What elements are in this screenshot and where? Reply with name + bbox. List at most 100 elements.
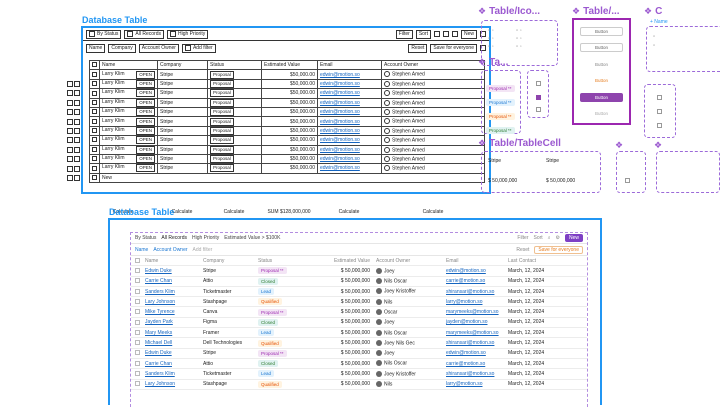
row-drag-handle[interactable] <box>67 81 81 88</box>
row-email[interactable]: edwin@motion.so <box>320 146 360 153</box>
row-name[interactable]: Mary Meeks <box>145 329 173 336</box>
filter-button[interactable]: Filter <box>395 29 413 39</box>
row-checkbox[interactable] <box>92 146 97 152</box>
save-for-everyone-button[interactable]: Save for everyone <box>534 245 583 254</box>
footer-calculate[interactable]: Calculate <box>223 208 245 215</box>
row-checkbox[interactable] <box>92 99 97 105</box>
view-tab-estimated-value[interactable]: Estimated Value > $100K <box>224 235 281 241</box>
row-email[interactable]: edwin@motion.so <box>320 137 360 144</box>
filter-chip-name[interactable]: Name <box>86 43 106 53</box>
open-button[interactable]: OPEN <box>136 80 155 88</box>
status-badge[interactable]: Closed <box>258 277 279 285</box>
checkbox-unchecked[interactable] <box>625 178 630 183</box>
reset-button[interactable]: Reset <box>408 43 428 53</box>
row-email[interactable]: carrie@motion.so <box>446 278 486 285</box>
add-row-icon[interactable] <box>92 175 97 181</box>
header-estimated-value[interactable]: Estimated Value <box>333 257 370 264</box>
row-checkbox[interactable] <box>135 299 140 304</box>
table-row[interactable]: Edwin Duke Stripe Proposal ** $ 50,000,000 J… <box>131 349 587 359</box>
row-email[interactable]: shiransari@motion.so <box>446 370 495 377</box>
open-button[interactable]: OPEN <box>136 146 155 154</box>
checkbox-unchecked[interactable] <box>657 109 662 114</box>
button-variant[interactable]: Button <box>594 62 608 67</box>
row-checkbox[interactable] <box>92 156 97 162</box>
row-email[interactable]: larry@motion.so <box>446 298 483 305</box>
row-checkbox[interactable] <box>92 165 97 171</box>
header-email[interactable]: Email <box>317 59 382 71</box>
header-email[interactable]: Email <box>446 257 459 264</box>
header-last-contact[interactable]: Last Contact <box>508 257 537 264</box>
status-badge[interactable]: Lead <box>258 370 275 378</box>
settings-icon[interactable]: ⚙ <box>555 235 560 241</box>
open-button[interactable]: OPEN <box>136 155 155 163</box>
new-row-label[interactable]: New <box>99 172 485 184</box>
row-email[interactable]: marymeeks@motion.so <box>446 309 499 316</box>
open-button[interactable]: OPEN <box>136 70 155 79</box>
header-account-owner[interactable]: Account Owner <box>381 59 485 71</box>
footer-calculate[interactable]: Calculate <box>112 208 134 215</box>
status-badge[interactable]: Proposal ** <box>258 267 287 275</box>
open-button[interactable]: OPEN <box>136 108 155 116</box>
row-email[interactable]: edwin@motion.so <box>320 90 360 97</box>
checkbox-unchecked[interactable] <box>657 123 662 128</box>
open-button[interactable]: OPEN <box>136 164 155 173</box>
header-status[interactable]: Status <box>207 59 262 71</box>
row-drag-handle[interactable] <box>67 137 81 144</box>
row-name[interactable]: Edwin Duke <box>145 350 172 357</box>
row-drag-handle[interactable] <box>67 118 81 126</box>
button-variant[interactable]: Button <box>580 93 623 102</box>
view-tab-all-records[interactable]: All Records <box>124 29 164 39</box>
row-email[interactable]: edwin@motion.so <box>320 156 360 163</box>
row-checkbox[interactable] <box>92 137 97 143</box>
row-email[interactable]: marymeeks@motion.so <box>446 329 499 336</box>
filter-chip-account-owner[interactable]: Account Owner <box>138 43 179 53</box>
row-name[interactable]: Carrie Chan <box>145 360 172 367</box>
row-email[interactable]: edwin@motion.so <box>320 71 360 78</box>
filter-chip-company[interactable]: Company <box>108 43 136 53</box>
status-badge[interactable]: Proposal ** <box>258 308 287 316</box>
row-checkbox[interactable] <box>92 118 97 124</box>
footer-calculate[interactable]: Calculate <box>171 208 193 215</box>
row-checkbox[interactable] <box>92 109 97 115</box>
select-all-checkbox[interactable] <box>92 62 97 68</box>
table-row[interactable]: Larry Klim OPEN Stripe Proposal $50,000.00 e… <box>89 69 485 80</box>
button-variant[interactable]: Button <box>594 78 608 83</box>
row-name[interactable]: Edwin Duke <box>145 267 172 274</box>
row-checkbox[interactable] <box>135 268 140 274</box>
checkbox-checked[interactable] <box>536 95 541 100</box>
row-email[interactable]: edwin@motion.so <box>320 118 360 125</box>
row-name[interactable]: Lary Johnson <box>145 381 176 388</box>
table-row[interactable]: Larry Klim OPEN Stripe Proposal $50,000.00 e… <box>89 125 485 137</box>
table-row[interactable]: Carrie Chan Attio Closed $ 50,000,000 Nils O… <box>131 277 587 287</box>
table-row[interactable]: Michael Dell Dell Technologies Qualified $ … <box>131 338 587 349</box>
row-name[interactable]: Carrie Chan <box>145 278 172 285</box>
row-drag-handle[interactable] <box>67 165 81 173</box>
row-checkbox[interactable] <box>135 309 140 315</box>
row-email[interactable]: shiransari@motion.so <box>446 288 495 295</box>
search-icon[interactable]: ⌕ <box>547 235 551 241</box>
filter-chip-account-owner[interactable]: Account Owner <box>153 246 188 253</box>
filter-chip-name[interactable]: Name <box>135 246 149 253</box>
row-checkbox[interactable] <box>135 329 140 335</box>
row-drag-handle[interactable] <box>67 128 81 135</box>
footer-calculate[interactable]: Calculate <box>338 208 360 215</box>
view-tab-high-priority[interactable]: High Priority <box>166 29 209 39</box>
open-button[interactable]: OPEN <box>136 99 155 107</box>
footer-calculate[interactable]: SUM $128,000,000 <box>267 208 311 215</box>
table-row[interactable]: Edwin Duke Stripe Proposal ** $ 50,000,000 J… <box>131 266 587 277</box>
open-button[interactable]: OPEN <box>136 89 155 98</box>
row-checkbox[interactable] <box>135 278 140 284</box>
toolbar-icon[interactable] <box>442 31 449 37</box>
new-button[interactable]: New <box>460 29 477 39</box>
row-checkbox[interactable] <box>135 288 140 294</box>
row-drag-handle[interactable] <box>67 99 81 107</box>
row-name[interactable]: Sanders Klim <box>145 370 175 377</box>
status-badge[interactable]: Qualified <box>258 298 282 306</box>
status-badge[interactable]: Qualified <box>258 339 282 347</box>
row-checkbox[interactable] <box>92 128 97 134</box>
header-estimated-value[interactable]: Estimated Value <box>261 59 318 71</box>
header-name[interactable]: Name <box>145 257 159 264</box>
row-email[interactable]: edwin@motion.so <box>320 80 360 87</box>
view-tab-high-priority[interactable]: High Priority <box>191 235 220 241</box>
row-name[interactable]: Jayden Park <box>145 319 173 326</box>
